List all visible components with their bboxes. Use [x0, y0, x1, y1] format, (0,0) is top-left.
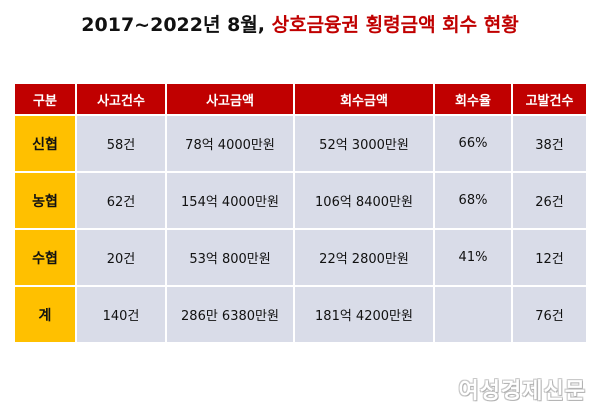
row-label: 농협 [15, 173, 75, 228]
cell-recovered-amount: 106억 8400만원 [295, 173, 433, 228]
title-prefix: 2017~2022년 8월, [81, 14, 272, 36]
cell-incident-amount: 78억 4000만원 [167, 116, 293, 171]
cell-incident-count: 140건 [77, 287, 165, 342]
row-label: 신협 [15, 116, 75, 171]
cell-accusation-count: 38건 [513, 116, 586, 171]
header-accusation-count: 고발건수 [513, 84, 586, 114]
header-category: 구분 [15, 84, 75, 114]
cell-incident-amount: 286만 6380만원 [167, 287, 293, 342]
table-header-row: 구분 사고건수 사고금액 회수금액 회수율 고발건수 [15, 84, 586, 114]
cell-incident-count: 58건 [77, 116, 165, 171]
table-row-total: 계 140건 286만 6380만원 181억 4200만원 76건 [15, 287, 586, 342]
embezzlement-recovery-table: 구분 사고건수 사고금액 회수금액 회수율 고발건수 신협 58건 78억 40… [13, 82, 588, 344]
page-title: 2017~2022년 8월, 상호금융권 횡령금액 회수 현황 [0, 12, 600, 38]
header-incident-count: 사고건수 [77, 84, 165, 114]
cell-accusation-count: 12건 [513, 230, 586, 285]
cell-recovered-amount: 181억 4200만원 [295, 287, 433, 342]
cell-accusation-count: 76건 [513, 287, 586, 342]
cell-incident-count: 62건 [77, 173, 165, 228]
cell-recovery-rate: 68% [435, 173, 511, 228]
cell-recovered-amount: 22억 2800만원 [295, 230, 433, 285]
cell-recovered-amount: 52억 3000만원 [295, 116, 433, 171]
header-recovered-amount: 회수금액 [295, 84, 433, 114]
table-row-nonghyup: 농협 62건 154억 4000만원 106억 8400만원 68% 26건 [15, 173, 586, 228]
cell-accusation-count: 26건 [513, 173, 586, 228]
cell-incident-count: 20건 [77, 230, 165, 285]
cell-recovery-rate: 66% [435, 116, 511, 171]
publisher-watermark: 여성경제신문 [458, 379, 586, 404]
cell-recovery-rate [435, 287, 511, 342]
header-recovery-rate: 회수율 [435, 84, 511, 114]
title-highlight: 상호금융권 횡령금액 회수 현황 [271, 14, 519, 36]
row-label: 계 [15, 287, 75, 342]
cell-recovery-rate: 41% [435, 230, 511, 285]
cell-incident-amount: 154억 4000만원 [167, 173, 293, 228]
table-row-suhyup: 수협 20건 53억 800만원 22억 2800만원 41% 12건 [15, 230, 586, 285]
cell-incident-amount: 53억 800만원 [167, 230, 293, 285]
header-incident-amount: 사고금액 [167, 84, 293, 114]
table-row-shinhyup: 신협 58건 78억 4000만원 52억 3000만원 66% 38건 [15, 116, 586, 171]
row-label: 수협 [15, 230, 75, 285]
